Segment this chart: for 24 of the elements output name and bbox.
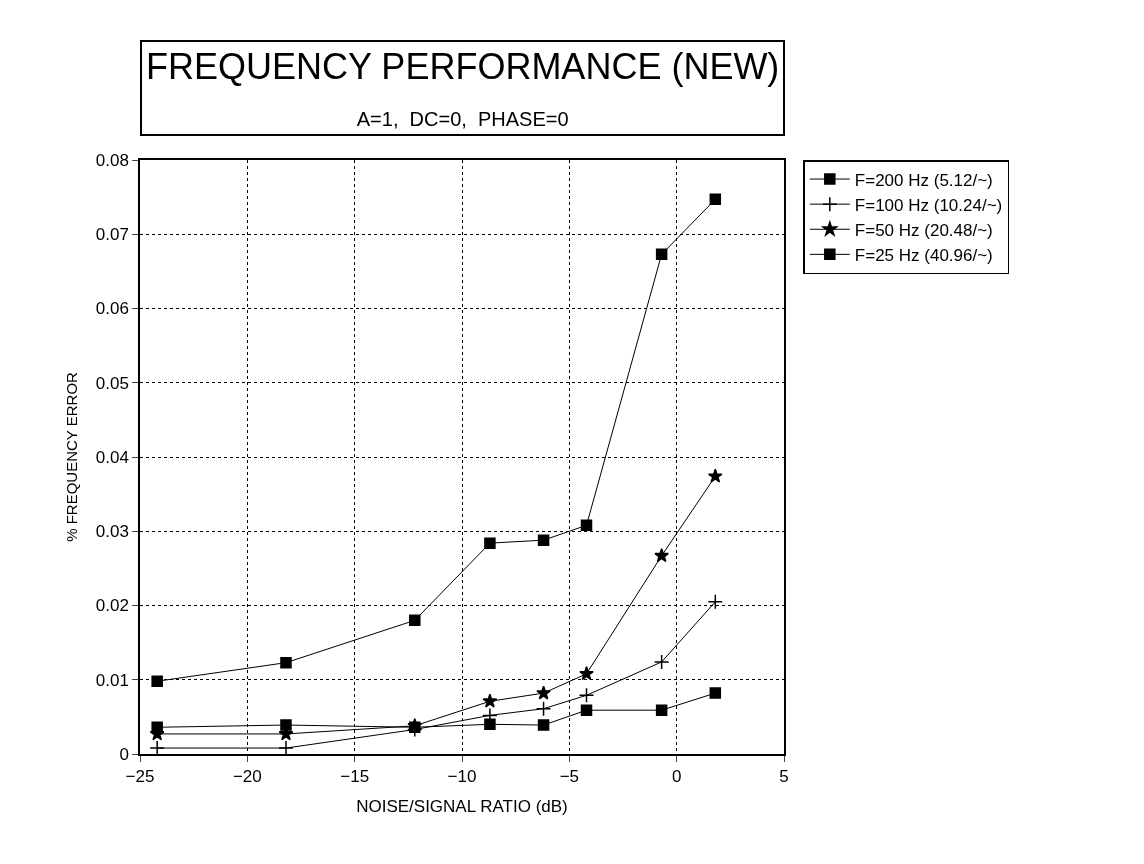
- chart-title: FREQUENCY PERFORMANCE (NEW): [146, 46, 780, 87]
- x-tick-label: 0: [671, 767, 682, 787]
- x-tick-label: −20: [232, 767, 262, 787]
- x-tick-label: −5: [559, 767, 580, 787]
- y-tick-label: 0.02: [95, 596, 129, 616]
- y-tick-label: 0.07: [95, 225, 129, 245]
- y-tick-label: 0.03: [95, 522, 129, 542]
- y-axis-title: % FREQUENCY ERROR: [62, 371, 80, 542]
- legend-label: F=50 Hz (20.48/~): [854, 220, 993, 240]
- x-tick-label: 5: [779, 767, 789, 787]
- legend-label: F=100 Hz (10.24/~): [854, 195, 1003, 215]
- x-tick-label: −15: [340, 767, 370, 787]
- y-tick-label: 0.04: [95, 447, 129, 467]
- x-tick-label: −10: [447, 767, 477, 787]
- y-tick-label: 0.06: [95, 299, 129, 319]
- y-tick-label: 0.08: [95, 150, 129, 170]
- y-tick-label: 0: [119, 744, 129, 764]
- y-tick-label: 0.05: [95, 373, 129, 393]
- x-tick-label: −25: [125, 767, 155, 787]
- legend-label: F=200 Hz (5.12/~): [854, 170, 993, 190]
- chart-subtitle: A=1, DC=0, PHASE=0: [356, 107, 569, 130]
- legend-label: F=25 Hz (40.96/~): [854, 245, 993, 265]
- y-tick-label: 0.01: [95, 670, 129, 690]
- x-axis-title: NOISE/SIGNAL RATIO (dB): [356, 797, 568, 817]
